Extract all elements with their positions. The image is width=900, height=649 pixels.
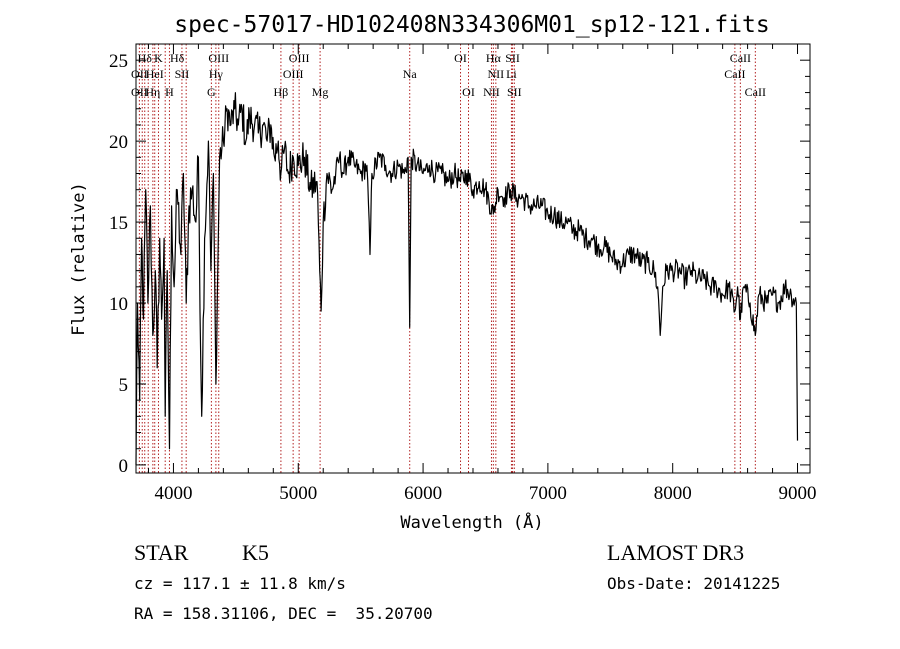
line-label: Hδ <box>170 51 185 65</box>
line-label: CaII <box>724 67 745 81</box>
line-label: OI <box>462 85 475 99</box>
x-tick-label: 6000 <box>404 483 442 504</box>
chart-title: spec-57017-HD102408N334306M01_sp12-121.f… <box>174 12 769 38</box>
coordinates-readout: RA = 158.31106, DEC = 35.20700 <box>134 604 433 623</box>
line-label: OII <box>131 85 148 99</box>
line-label: NII <box>488 67 505 81</box>
line-label: Na <box>403 67 418 81</box>
line-label: OIII <box>289 51 310 65</box>
axis-ticks: 4000 5000 6000 7000 8000 9000 0 5 10 15 20 25 <box>109 44 817 504</box>
line-label: CaII <box>730 51 751 65</box>
x-tick-label: 7000 <box>529 483 567 504</box>
observation-date: Obs-Date: 20141225 <box>607 574 781 593</box>
line-label: Mg <box>312 85 329 99</box>
line-label: K <box>154 51 163 65</box>
line-label: Li <box>506 67 517 81</box>
line-label: HeI <box>146 67 164 81</box>
line-label: Hγ <box>209 67 224 81</box>
line-label: OI <box>454 51 467 65</box>
y-tick-label: 5 <box>119 375 129 396</box>
line-label: Hβ <box>274 85 289 99</box>
line-label: SII <box>507 85 522 99</box>
line-markers <box>138 44 756 473</box>
y-tick-label: 15 <box>109 213 128 234</box>
object-subclass: K5 <box>242 540 269 565</box>
line-label: G <box>207 85 216 99</box>
y-tick-label: 20 <box>109 132 128 153</box>
line-label: Hη <box>145 85 160 99</box>
x-tick-label: 5000 <box>279 483 317 504</box>
x-tick-label: 4000 <box>154 483 192 504</box>
line-label: CaII <box>745 85 766 99</box>
y-tick-label: 0 <box>119 456 129 477</box>
y-tick-label: 10 <box>109 294 128 315</box>
line-label: OII <box>131 67 148 81</box>
line-label: Hδ <box>138 51 153 65</box>
line-label: SII <box>175 67 190 81</box>
line-label: Hα <box>486 51 502 65</box>
line-label: H <box>165 85 174 99</box>
line-label: OIII <box>208 51 229 65</box>
x-tick-label: 9000 <box>779 483 817 504</box>
line-label: NII <box>483 85 500 99</box>
redshift-readout: cz = 117.1 ± 11.8 km/s <box>134 574 346 593</box>
spectrum-series-line <box>135 92 799 465</box>
x-tick-label: 8000 <box>654 483 692 504</box>
line-label: SII <box>505 51 520 65</box>
plot-frame <box>135 43 811 474</box>
object-class: STAR <box>134 540 189 565</box>
y-axis-label: Flux (relative) <box>69 182 89 336</box>
line-label: OIII <box>283 67 304 81</box>
survey-name: LAMOST DR3 <box>607 540 745 565</box>
x-axis-label: Wavelength (Å) <box>400 511 543 533</box>
y-tick-label: 25 <box>109 51 128 72</box>
